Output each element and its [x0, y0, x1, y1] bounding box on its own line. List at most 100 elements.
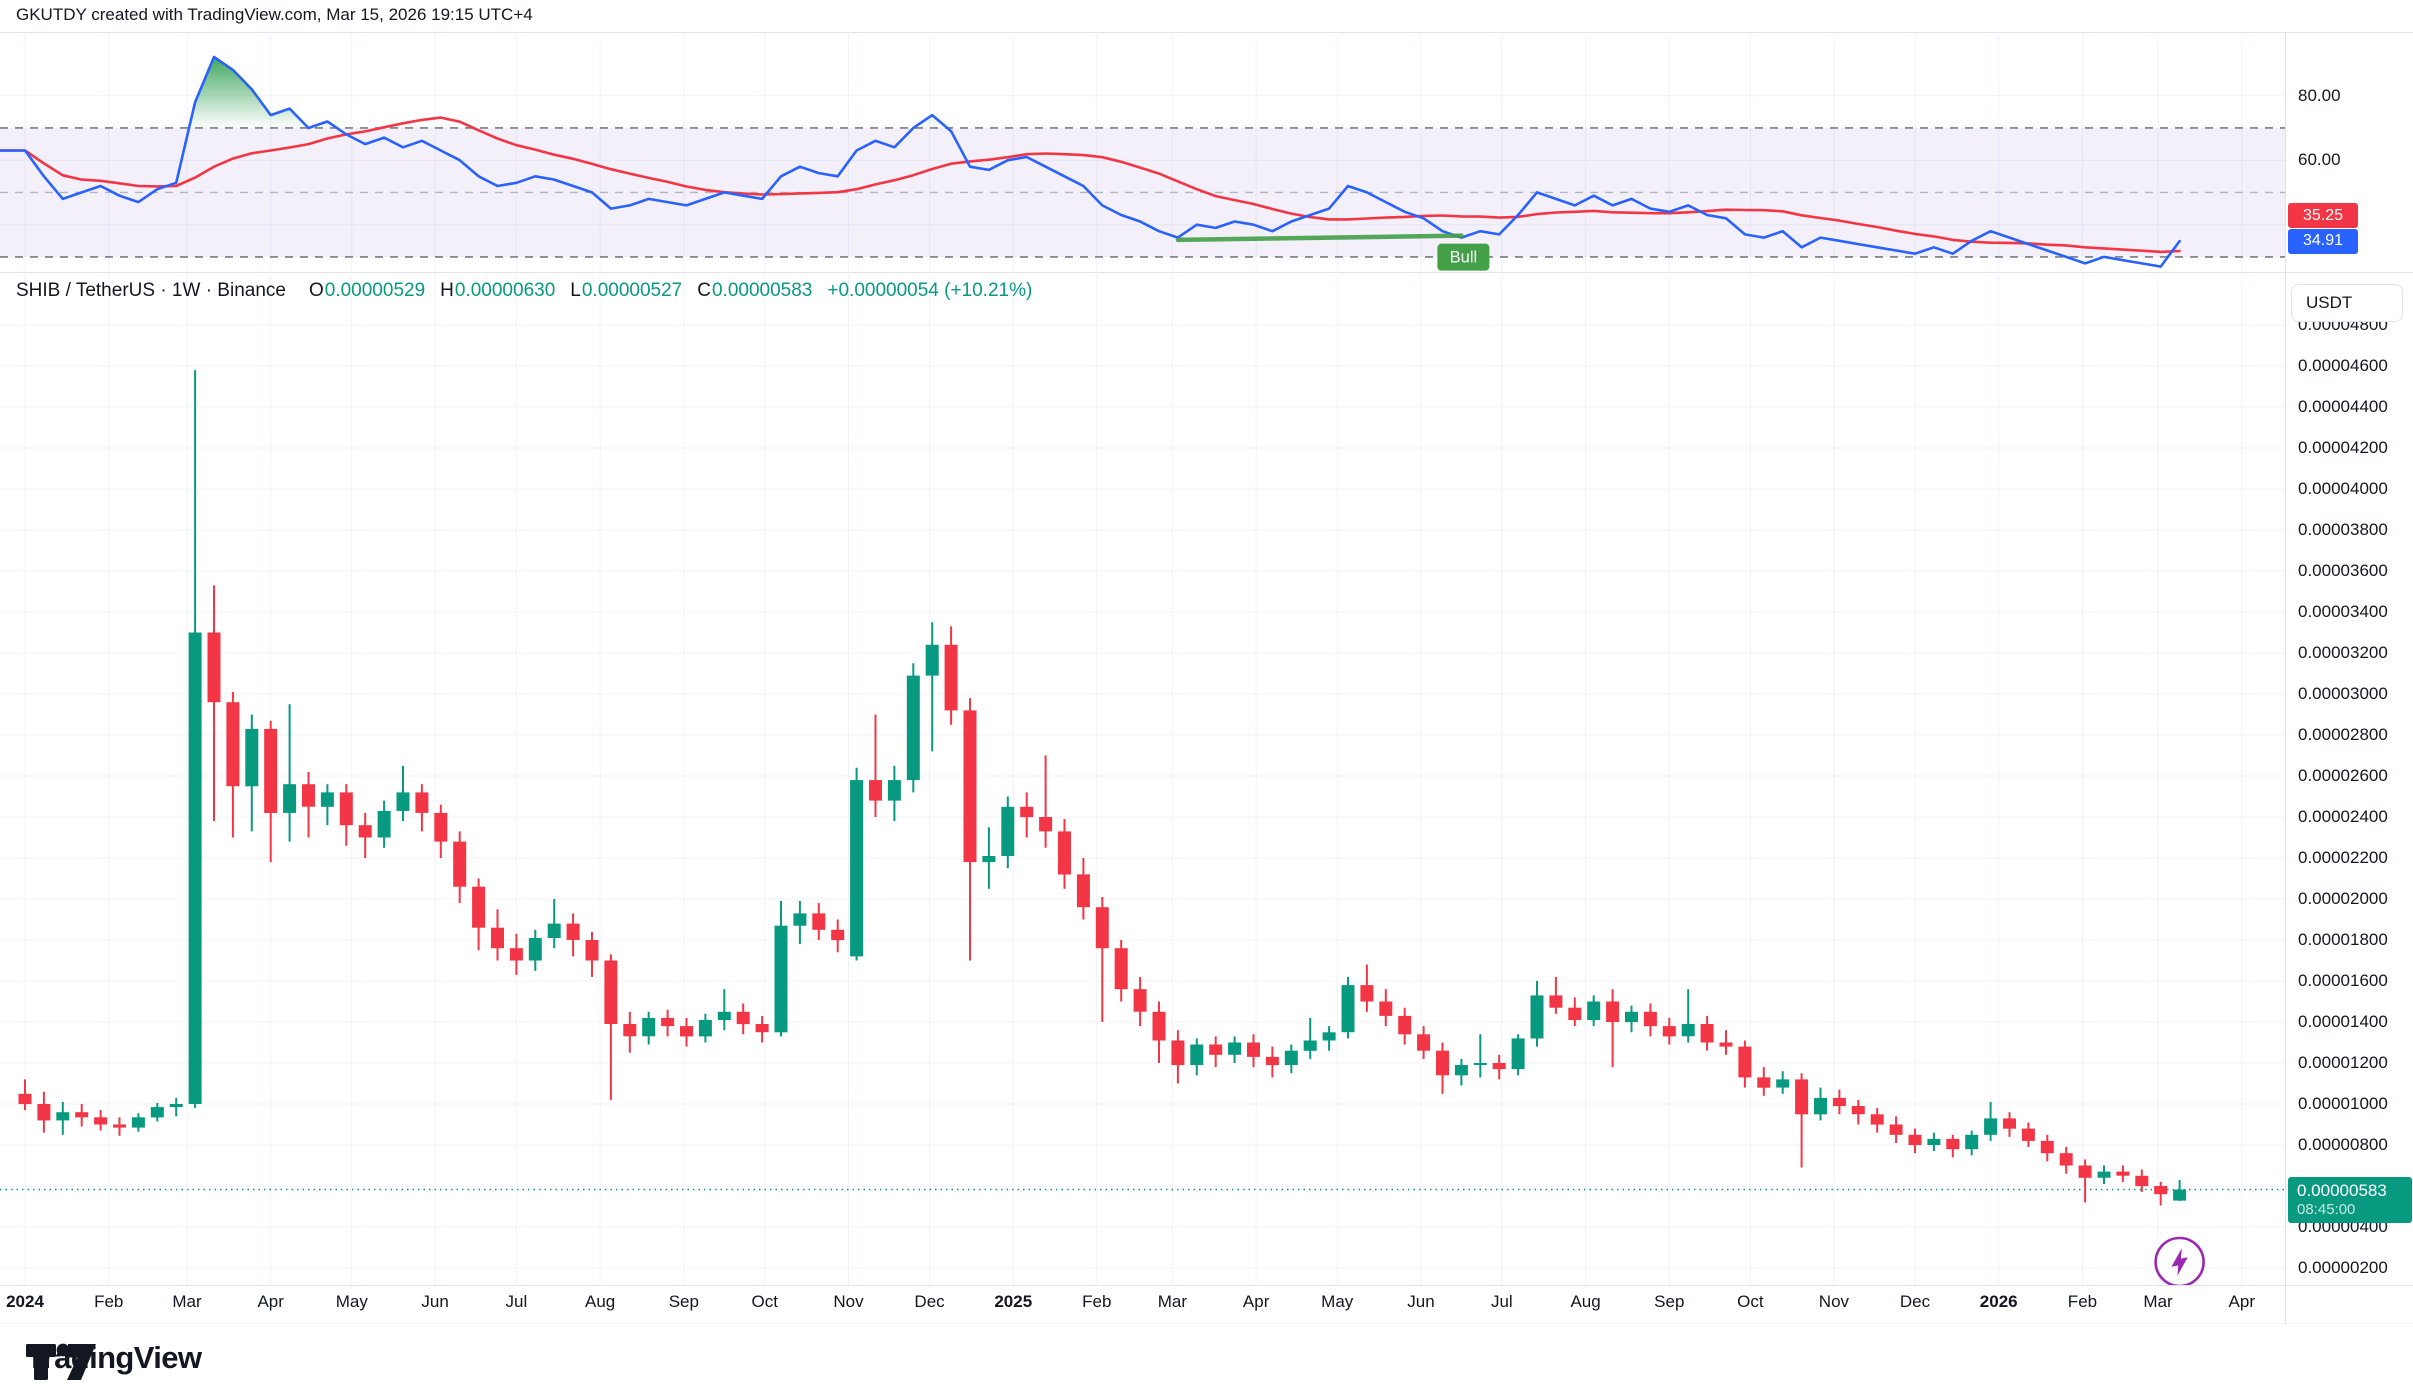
candlestick-price-pane[interactable] — [0, 272, 2285, 1285]
candle — [1870, 1108, 1884, 1133]
time-axis-label: Dec — [914, 1292, 945, 1311]
time-axis-label: Jun — [1407, 1292, 1435, 1311]
candle — [736, 1003, 750, 1035]
candle — [925, 622, 939, 752]
rsi-axis-label: 80.00 — [2298, 85, 2341, 105]
bull-divergence-label[interactable]: Bull — [1437, 243, 1490, 271]
time-axis-label: Aug — [585, 1292, 616, 1311]
candle — [528, 929, 542, 971]
symbol-info-bar: SHIB / TetherUS · 1W · Binance O 0.000005… — [16, 280, 1032, 302]
candle — [1322, 1026, 1336, 1051]
lightning-icon[interactable] — [2154, 1236, 2205, 1285]
time-axis-label: Sep — [668, 1292, 699, 1311]
candle — [831, 919, 845, 953]
candle — [850, 767, 864, 961]
candle — [2078, 1159, 2092, 1203]
candle — [415, 784, 429, 832]
candle — [1171, 1030, 1185, 1084]
svg-text:Bull: Bull — [1450, 249, 1478, 267]
time-axis-label: Apr — [1242, 1292, 1270, 1311]
time-axis-label: Jun — [421, 1292, 449, 1311]
chart-header-title: GKUTDY created with TradingView.com, Mar… — [0, 0, 2413, 32]
price-axis-label: 0.00000200 — [2298, 1258, 2388, 1277]
candle — [1076, 858, 1090, 920]
price-axis-label: 0.00003400 — [2298, 602, 2388, 621]
ohlc-field-value: 0.00000630 — [454, 280, 556, 301]
candle — [302, 771, 315, 838]
candle — [37, 1091, 51, 1133]
candle — [94, 1110, 108, 1131]
candle — [566, 913, 580, 957]
candle — [698, 1013, 712, 1043]
candle — [226, 692, 240, 838]
price-axis-label: 0.00002000 — [2298, 889, 2388, 908]
tradingview-logo[interactable]: TradingView — [26, 1340, 202, 1380]
last-price-badge: 0.00000583 08:45:00 — [2288, 1177, 2412, 1223]
symbol-title[interactable]: SHIB / TetherUS · 1W · Binance — [16, 280, 286, 301]
candle — [944, 626, 958, 725]
candle — [812, 903, 826, 940]
time-axis-label: 2025 — [994, 1292, 1033, 1311]
candle — [1965, 1130, 1979, 1156]
currency-unit-button[interactable]: USDT — [2291, 284, 2403, 322]
candle — [1039, 755, 1053, 848]
time-axis-label: May — [1321, 1292, 1354, 1311]
tradingview-logo-mark — [26, 1343, 96, 1380]
candle — [169, 1097, 183, 1117]
candle — [2040, 1134, 2054, 1162]
candle — [887, 765, 901, 822]
candle — [1436, 1042, 1449, 1094]
candle — [1511, 1034, 1525, 1076]
bar-countdown: 08:45:00 — [2297, 1201, 2356, 1218]
candle — [1360, 964, 1374, 1012]
pane-separator[interactable] — [0, 272, 2413, 273]
candle — [1851, 1099, 1865, 1125]
ohlc-field-value: 0.00000529 — [324, 280, 426, 301]
candle — [1020, 792, 1034, 838]
price-axis-label: 0.00001400 — [2298, 1012, 2388, 1031]
candle — [1681, 989, 1695, 1043]
candle — [1625, 1005, 1638, 1033]
candle — [1454, 1058, 1468, 1086]
candle — [1946, 1134, 1960, 1158]
candle — [339, 784, 353, 846]
candle — [661, 1009, 675, 1037]
candle — [869, 714, 882, 817]
candle — [1530, 981, 1544, 1047]
ohlc-field-label: O — [308, 280, 324, 301]
price-change: +0.00000054 (+10.21%) — [827, 280, 1033, 301]
rsi-line — [0, 55, 2181, 268]
time-axis-label: Dec — [1899, 1292, 1931, 1311]
candle — [358, 812, 372, 858]
time-axis-label: Mar — [2143, 1292, 2173, 1311]
header-separator — [0, 32, 2413, 33]
candles[interactable] — [18, 370, 2187, 1206]
candle — [2097, 1165, 2111, 1184]
time-axis-label: May — [335, 1292, 368, 1311]
price-axis-label: 0.00001200 — [2298, 1053, 2388, 1072]
price-axis-label: 0.00000800 — [2298, 1135, 2388, 1154]
candle — [1662, 1017, 1676, 1045]
candle — [1927, 1132, 1941, 1152]
price-axis-separator — [2285, 32, 2286, 1323]
candle — [1247, 1034, 1260, 1068]
rsi-ma-line — [0, 116, 2181, 254]
price-axis-label: 0.00003800 — [2298, 520, 2388, 539]
rsi-indicator-pane[interactable]: Bull — [0, 32, 2285, 272]
candle — [1549, 976, 1563, 1014]
last-price-value: 0.00000583 — [2297, 1181, 2387, 1200]
time-axis-label: 2026 — [1979, 1292, 2018, 1311]
price-axis-label: 0.00001000 — [2298, 1094, 2388, 1113]
candle — [906, 663, 920, 793]
candle — [1209, 1036, 1223, 1068]
candle — [755, 1015, 769, 1043]
candle — [1908, 1128, 1922, 1154]
price-axis-label: 0.00002600 — [2298, 766, 2388, 785]
candle — [1284, 1044, 1298, 1074]
candle — [1719, 1030, 1733, 1055]
candle — [2059, 1147, 2073, 1174]
price-axis-label: 0.00004000 — [2298, 479, 2388, 498]
rsi-axis-label: 60.00 — [2298, 150, 2341, 170]
candle — [1795, 1073, 1809, 1168]
